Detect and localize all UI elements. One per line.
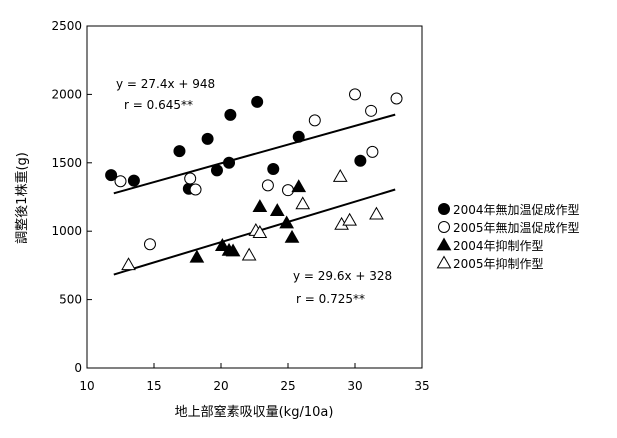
- data-point-series-3: [291, 179, 307, 193]
- data-point-series-4: [342, 212, 358, 226]
- data-point-series-3: [279, 215, 295, 229]
- x-tick-label: 25: [280, 379, 295, 393]
- trendlines: [113, 113, 396, 276]
- data-point-series-2: [308, 114, 321, 127]
- data-point-series-1: [223, 156, 236, 169]
- data-point-series-2: [282, 184, 294, 197]
- x-tick-label: 35: [414, 379, 429, 393]
- data-point-series-3: [189, 249, 205, 263]
- data-point-series-1: [210, 164, 223, 177]
- x-axis-ticks: 10 15 20 25 30 35: [79, 363, 430, 393]
- y-tick-label: 1000: [51, 224, 82, 238]
- x-tick-label: 15: [146, 379, 161, 393]
- data-point-series-3: [252, 199, 268, 212]
- y-tick-label: 1500: [51, 156, 82, 170]
- trendline-1-equation: y = 27.4x + 948: [116, 77, 215, 91]
- x-tick-label: 20: [213, 379, 228, 393]
- data-point-series-1: [173, 145, 186, 158]
- y-tick-label: 0: [74, 361, 82, 375]
- trendline-1: [113, 113, 396, 195]
- data-point-series-4: [295, 196, 311, 210]
- data-point-series-3: [214, 238, 230, 251]
- data-point-series-2: [349, 88, 361, 101]
- data-point-series-1: [267, 162, 280, 175]
- data-point-series-1: [292, 130, 305, 143]
- trendline-1-r: r = 0.645**: [124, 98, 193, 112]
- data-point-series-4: [121, 257, 136, 271]
- data-point-series-1: [105, 169, 118, 182]
- trendline-2-r: r = 0.725**: [296, 292, 365, 306]
- data-point-series-2: [390, 92, 403, 105]
- legend-label-2: 2005年無加温促成作型: [453, 220, 580, 235]
- legend-marker-4: [436, 255, 452, 269]
- data-point-series-2: [365, 104, 378, 117]
- data-point-series-4: [241, 247, 257, 261]
- x-tick-label: 30: [347, 379, 362, 393]
- data-point-series-2: [114, 175, 127, 188]
- legend-marker-2: [438, 221, 450, 233]
- data-point-series-2: [261, 179, 274, 192]
- data-point-series-2: [143, 238, 156, 251]
- y-axis-ticks: 0 500 1000 1500 2000 2500: [51, 19, 92, 375]
- data-point-series-1: [354, 154, 367, 167]
- data-point-series-4: [369, 206, 384, 220]
- legend-marker-1: [438, 203, 450, 215]
- plot-frame: [86, 25, 423, 369]
- y-tick-label: 2500: [51, 19, 82, 33]
- data-point-series-4: [332, 168, 348, 182]
- y-tick-label: 500: [59, 293, 82, 307]
- data-point-series-1: [251, 95, 264, 108]
- y-axis-title: 調整後1株重(g): [14, 152, 30, 244]
- data-point-series-2: [189, 183, 202, 196]
- data-point-series-1: [201, 132, 214, 145]
- data-point-series-1: [224, 108, 237, 121]
- data-point-series-3: [284, 229, 300, 243]
- legend: 2004年無加温促成作型 2005年無加温促成作型 2004年抑制作型 2005年抑制…: [436, 202, 580, 271]
- legend-label-1: 2004年無加温促成作型: [453, 202, 580, 217]
- data-point-series-2: [366, 145, 379, 158]
- data-point-series-4: [252, 225, 268, 238]
- data-point-series-1: [127, 174, 140, 187]
- data-point-series-3: [225, 243, 241, 257]
- x-tick-label: 10: [79, 379, 94, 393]
- legend-label-3: 2004年抑制作型: [453, 238, 544, 253]
- trendline-2-equation: y = 29.6x + 328: [293, 269, 392, 283]
- y-tick-label: 2000: [51, 87, 82, 101]
- legend-label-4: 2005年抑制作型: [453, 256, 544, 271]
- data-points: [105, 88, 403, 271]
- x-axis-title: 地上部窒素吸収量(kg/10a): [175, 404, 334, 420]
- data-point-series-3: [269, 203, 285, 217]
- legend-marker-3: [436, 237, 452, 251]
- data-point-series-2: [184, 172, 197, 185]
